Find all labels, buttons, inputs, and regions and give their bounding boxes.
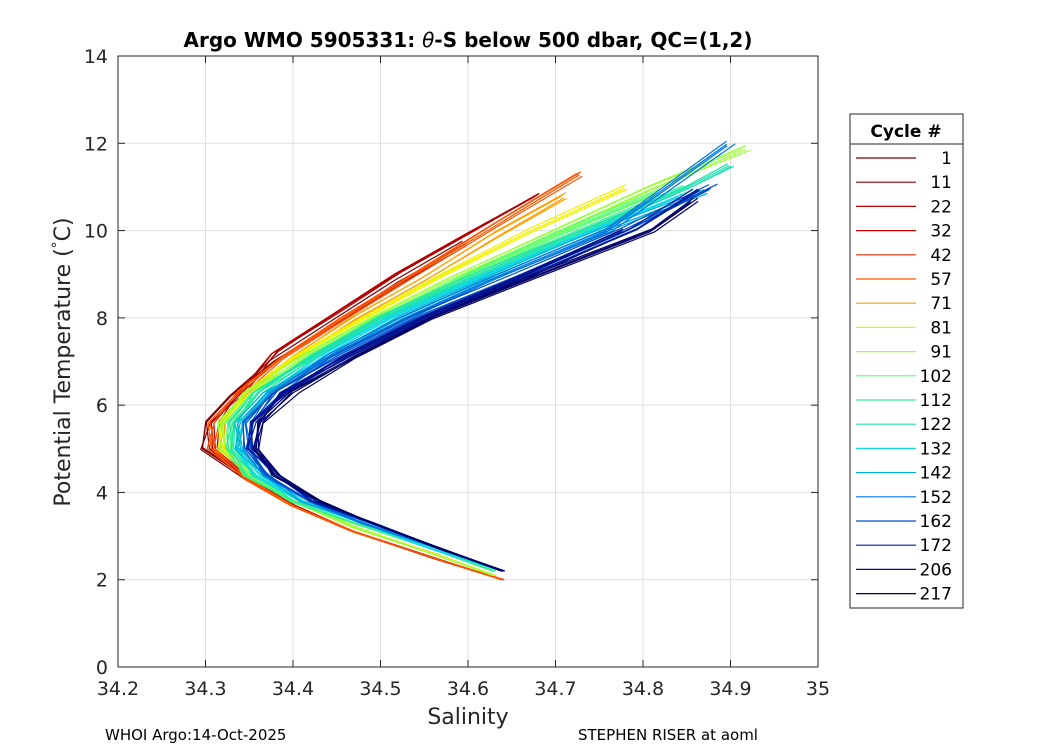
x-tick-labels: 34.2 34.3 34.4 34.5 34.6 34.7 34.8 34.9 35 [97, 678, 830, 700]
axis-ticks [117, 55, 819, 668]
footer-right-text: STEPHEN RISER at aoml [578, 726, 758, 744]
profile-curves [200, 140, 751, 581]
y-tick-label: 12 [84, 133, 108, 155]
legend-label: 217 [920, 585, 952, 605]
x-tick-label: 34.8 [622, 678, 664, 700]
legend-label: 91 [930, 343, 952, 363]
legend-label: 57 [930, 270, 952, 290]
y-tick-label: 10 [84, 221, 108, 243]
y-axis-title: Potential Temperature (°C) [50, 217, 76, 506]
y-tick-label: 2 [96, 570, 108, 592]
legend-label: 1 [941, 149, 952, 169]
legend-label: 11 [930, 173, 952, 193]
x-tick-label: 34.4 [272, 678, 314, 700]
profile-curve [221, 148, 743, 576]
legend-label: 42 [930, 246, 952, 266]
y-tick-label: 8 [96, 308, 108, 330]
legend-label: 71 [930, 294, 952, 314]
legend-label: 112 [920, 391, 952, 411]
x-tick-label: 34.2 [97, 678, 139, 700]
x-tick-label: 34.7 [534, 678, 576, 700]
legend-label: 81 [930, 318, 952, 338]
legend: Cycle # 11122324257718191102112122132142… [849, 113, 964, 609]
legend-title: Cycle # [870, 122, 941, 142]
legend-label: 122 [920, 415, 952, 435]
legend-label: 152 [920, 488, 952, 508]
legend-box [849, 113, 964, 609]
x-axis-title: Salinity [427, 705, 508, 730]
footer-left-text: WHOI Argo:14-Oct-2025 [105, 726, 287, 744]
x-tick-label: 35 [806, 678, 830, 700]
y-tick-label: 4 [96, 482, 108, 504]
x-tick-label: 34.5 [359, 678, 401, 700]
legend-label: 142 [920, 464, 952, 484]
x-tick-label: 34.9 [709, 678, 751, 700]
y-tick-label: 6 [96, 395, 108, 417]
x-tick-label: 34.6 [447, 678, 489, 700]
chart-title: Argo WMO 5905331: θ-S below 500 dbar, QC… [184, 28, 753, 52]
y-tick-label: 0 [96, 657, 108, 679]
legend-label: 132 [920, 439, 952, 459]
legend-label: 162 [920, 512, 952, 532]
legend-label: 206 [920, 560, 952, 580]
legend-label: 32 [930, 222, 952, 242]
legend-label: 22 [930, 197, 952, 217]
x-tick-label: 34.3 [184, 678, 226, 700]
legend-label: 172 [920, 536, 952, 556]
legend-entries: 1112232425771819110211212213214215216217… [856, 149, 952, 605]
y-tick-labels: 0 2 4 6 8 10 12 14 [84, 46, 108, 679]
y-tick-label: 14 [84, 46, 108, 68]
legend-label: 102 [920, 367, 952, 387]
profile-curve [255, 197, 694, 572]
